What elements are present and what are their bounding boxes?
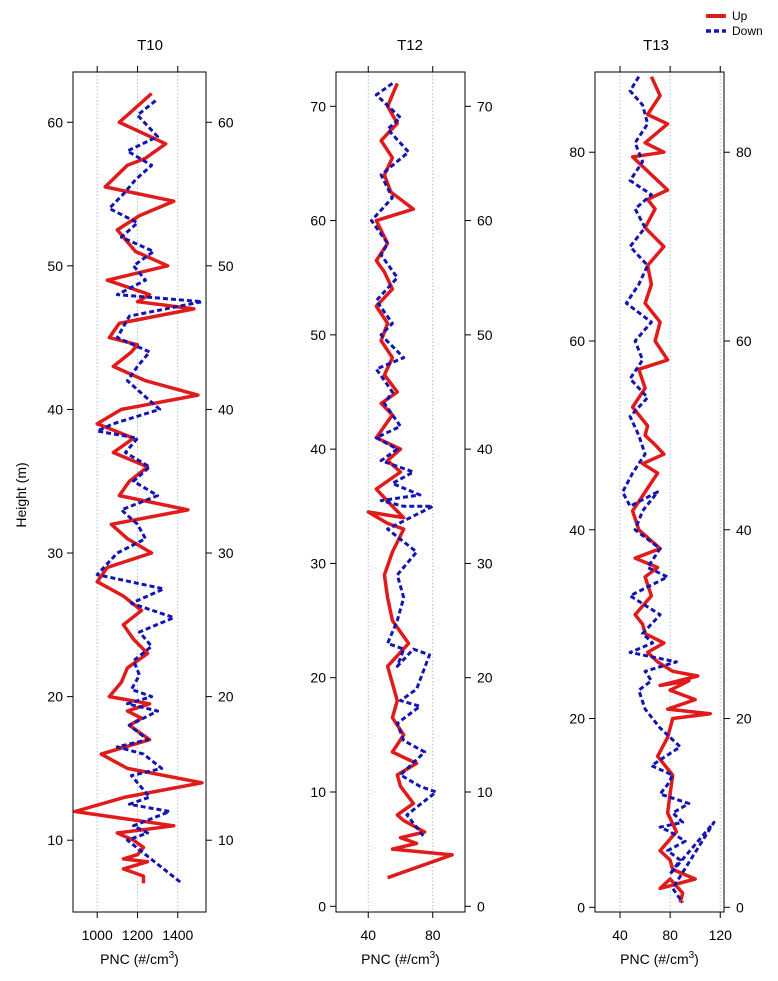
y-tick-label-right: 20 [736,711,752,727]
legend-up-label: Up [732,9,748,23]
y-tick-label-left: 20 [310,670,326,686]
x-tick-label: 80 [425,927,441,943]
y-tick-label-left: 30 [47,545,63,561]
y-tick-label-right: 60 [736,333,752,349]
x-tick-label: 40 [612,927,628,943]
y-tick-label-left: 10 [47,832,63,848]
x-tick-label: 1400 [162,927,193,943]
y-tick-label-right: 50 [477,327,493,343]
plot-frame [72,71,207,913]
panel-t12: T12 40 80 0 0 10 10 20 20 30 30 40 40 50 50 60 60 70 70 PNC… [310,37,492,967]
series-up-line [366,82,454,880]
y-tick-label-left: 60 [310,213,326,229]
y-tick-label-right: 0 [477,898,485,914]
x-axis-label: PNC (#/cm3) [620,950,699,967]
panel-t10: T10 1000 1200 1400 10 10 20 20 30 30 40 40 50 50 60 60 P… [47,37,233,967]
y-tick-label-left: 60 [47,114,63,130]
y-tick-label-left: 50 [310,327,326,343]
y-tick-label-left: 10 [310,784,326,800]
y-tick-label-right: 40 [736,522,752,538]
panel-title: T12 [397,37,423,54]
series-down-line [95,99,204,885]
y-tick-label-left: 40 [310,441,326,457]
y-tick-label-right: 0 [736,899,744,915]
y-tick-label-right: 60 [218,114,234,130]
panel-title: T10 [137,37,163,54]
y-tick-label-right: 10 [218,832,234,848]
plot-frame [335,71,466,913]
plot-frame [594,71,725,913]
legend-down-label: Down [732,24,763,38]
y-tick-label-right: 40 [477,441,493,457]
series-down-line [370,82,438,839]
x-tick-label: 40 [360,927,376,943]
x-axis-label: PNC (#/cm3) [361,950,440,967]
y-tick-label-right: 30 [218,545,234,561]
y-axis-label: Height (m) [13,462,29,527]
x-tick-label: 1200 [122,927,153,943]
y-tick-label-right: 20 [218,689,234,705]
x-tick-label: 120 [709,927,733,943]
y-tick-label-right: 30 [477,555,493,571]
series-down-line [621,75,716,904]
y-tick-label-right: 80 [736,144,752,160]
series-up-line [73,92,204,884]
y-tick-label-right: 70 [477,98,493,114]
x-tick-label: 1000 [82,927,113,943]
y-tick-label-right: 50 [218,258,234,274]
y-tick-label-left: 20 [569,711,585,727]
y-tick-label-right: 40 [218,401,234,417]
y-tick-label-right: 60 [477,213,493,229]
y-tick-label-left: 60 [569,333,585,349]
y-tick-label-left: 50 [47,258,63,274]
y-tick-label-right: 10 [477,784,493,800]
series-up-line [630,75,712,904]
x-axis-label: PNC (#/cm3) [100,950,179,967]
y-tick-label-left: 0 [318,898,326,914]
y-tick-label-left: 70 [310,98,326,114]
y-tick-label-left: 20 [47,689,63,705]
panel-title: T13 [643,37,669,54]
legend: Up Down [706,9,763,38]
y-tick-label-left: 80 [569,144,585,160]
y-tick-label-right: 20 [477,670,493,686]
y-tick-label-left: 40 [47,401,63,417]
x-tick-label: 80 [662,927,678,943]
y-tick-label-left: 30 [310,555,326,571]
y-tick-label-left: 40 [569,522,585,538]
y-tick-label-left: 0 [577,899,585,915]
